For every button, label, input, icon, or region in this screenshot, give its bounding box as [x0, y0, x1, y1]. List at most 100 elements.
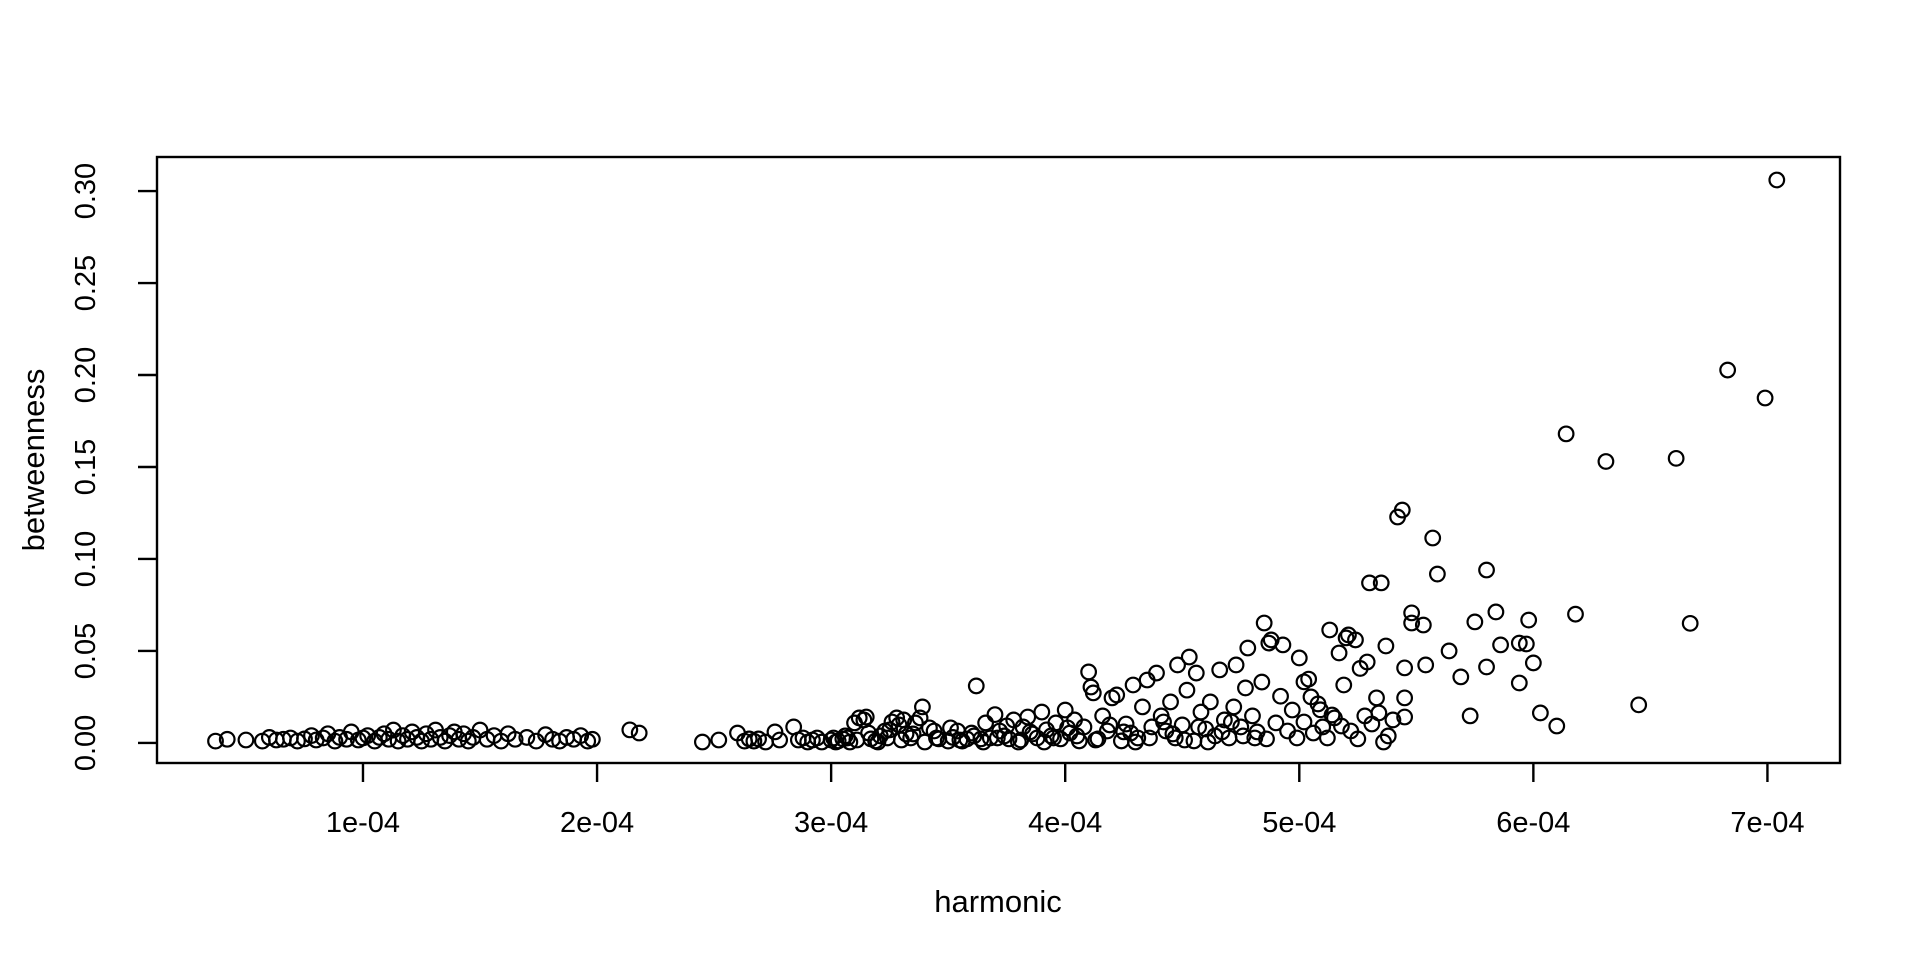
data-point: [1080, 663, 1098, 681]
data-point: [1377, 637, 1395, 655]
x-tick-label: 1e-04: [326, 807, 400, 839]
data-point: [869, 733, 887, 751]
y-tick-label: 0.25: [70, 255, 102, 311]
data-point: [1253, 673, 1271, 691]
data-point: [942, 719, 959, 737]
data-point: [1396, 659, 1414, 677]
data-point: [710, 731, 728, 749]
data-point: [1021, 723, 1039, 741]
data-point: [1323, 706, 1341, 724]
data-point: [1396, 689, 1414, 707]
data-point: [1087, 731, 1105, 749]
y-axis-tick-labels: 0.00 0.05 0.10 0.15 0.20 0.25 0.30: [70, 163, 102, 771]
data-point: [1223, 713, 1240, 731]
data-point: [888, 709, 906, 727]
data-point: [1272, 687, 1289, 705]
data-point: [370, 729, 388, 746]
data-point: [1173, 716, 1191, 734]
data-point: [1141, 729, 1158, 747]
data-point: [621, 721, 639, 739]
data-point: [1428, 565, 1446, 583]
y-axis-title: betweenness: [16, 369, 51, 552]
data-point: [930, 730, 948, 748]
data-point: [1318, 729, 1336, 747]
data-point: [1347, 631, 1364, 649]
data-point: [237, 731, 255, 749]
data-point: [1108, 686, 1126, 704]
data-point: [1000, 730, 1018, 748]
data-point: [207, 732, 224, 750]
data-point: [506, 730, 524, 748]
data-point: [1330, 644, 1348, 662]
data-point: [326, 732, 344, 750]
data-point: [583, 730, 601, 748]
data-point: [1033, 703, 1051, 721]
data-point: [1379, 727, 1397, 745]
data-point: [1333, 717, 1350, 735]
x-tick-label: 6e-04: [1496, 807, 1570, 839]
data-point: [1370, 704, 1388, 722]
data-point: [1084, 684, 1102, 702]
data-point: [1274, 636, 1292, 654]
data-point: [1358, 653, 1376, 671]
data-point: [1403, 614, 1421, 632]
data-point: [1101, 716, 1119, 734]
data-point: [459, 732, 477, 750]
data-point: [1178, 681, 1196, 699]
data-point: [375, 725, 393, 743]
data-point: [431, 729, 449, 746]
data-point: [1180, 648, 1198, 666]
data-point: [630, 724, 648, 742]
data-point: [1719, 361, 1737, 379]
data-point: [1478, 561, 1495, 579]
data-point: [1510, 674, 1528, 692]
y-axis-ticks: [138, 189, 157, 745]
data-point: [1244, 707, 1261, 725]
data-point: [1403, 604, 1421, 622]
data-point: [1440, 642, 1458, 660]
y-tick-label: 0.15: [70, 439, 102, 495]
data-point: [1417, 656, 1435, 674]
data-point: [1225, 698, 1243, 716]
x-tick-label: 2e-04: [560, 807, 634, 839]
data-point: [1068, 727, 1086, 745]
data-point: [1246, 729, 1264, 747]
data-point: [1239, 639, 1257, 657]
data-point: [693, 733, 711, 751]
data-point: [860, 724, 877, 742]
y-tick-label: 0.30: [70, 163, 102, 219]
data-point: [1349, 730, 1367, 748]
data-point: [1548, 717, 1566, 735]
data-point: [1237, 679, 1254, 697]
data-point: [1267, 714, 1285, 732]
data-point: [1227, 656, 1245, 674]
x-axis-ticks: [361, 763, 1769, 782]
data-point: [314, 729, 332, 747]
data-point: [1557, 425, 1575, 443]
data-point: [1510, 634, 1528, 652]
x-tick-label: 4e-04: [1028, 807, 1102, 839]
data-point: [1127, 733, 1144, 751]
data-point: [1045, 729, 1062, 747]
data-point: [1361, 574, 1378, 592]
data-point: [1597, 453, 1615, 470]
data-point: [1213, 723, 1231, 741]
data-point: [988, 729, 1006, 747]
plot-box: [155, 155, 1842, 765]
data-point: [1056, 701, 1074, 719]
data-point: [998, 717, 1016, 735]
data-point: [1290, 649, 1308, 667]
data-point: [1215, 711, 1233, 729]
data-point: [1393, 501, 1411, 519]
data-point: [1234, 727, 1252, 745]
data-point: [904, 725, 922, 743]
x-tick-label: 3e-04: [794, 807, 868, 839]
data-point: [1258, 730, 1275, 748]
data-point: [385, 721, 402, 739]
data-point: [1255, 614, 1273, 632]
data-point: [218, 730, 236, 748]
data-point: [1384, 711, 1402, 729]
data-point: [911, 709, 929, 727]
